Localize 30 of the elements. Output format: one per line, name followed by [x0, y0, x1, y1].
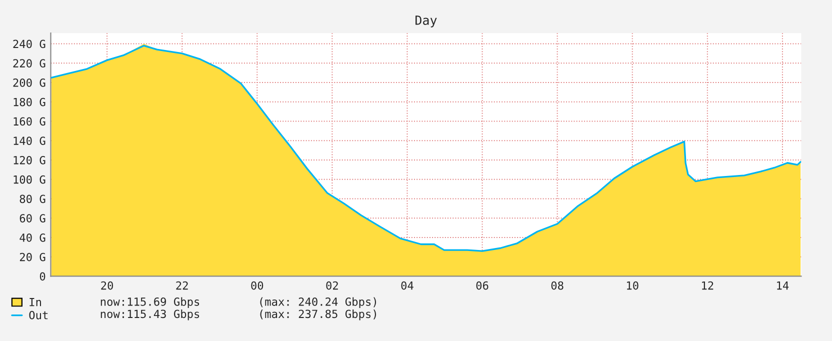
x-tick-label: 02: [326, 281, 338, 290]
chart-title: Day: [416, 16, 437, 28]
y-tick-label: 160 G: [14, 117, 46, 126]
y-tick-label: 140 G: [14, 136, 46, 146]
y-tick-label: 40 G: [20, 233, 46, 242]
x-tick-label: 06: [476, 281, 488, 290]
x-tick-label: 00: [251, 281, 264, 290]
y-tick-label: 100 G: [14, 175, 46, 184]
x-tick-label: 04: [401, 281, 414, 290]
x-tick-label: 08: [551, 281, 564, 290]
y-tick-label: 120 G: [14, 156, 46, 164]
text: now:115.43 Gbps: [100, 310, 200, 320]
y-tick-label: 0: [40, 272, 46, 281]
x-tick-label: 20: [101, 281, 114, 290]
x-tick-label: 12: [702, 281, 714, 290]
x-tick-label: 10: [627, 281, 638, 290]
legend-label: In: [30, 298, 41, 306]
text: (max: 237.85 Gbps): [260, 310, 376, 320]
y-tick-label: 20 G: [20, 252, 46, 262]
x-tick-label: 14: [777, 281, 789, 290]
x-tick-label: 22: [176, 281, 188, 290]
text: now:115.69 Gbps: [100, 297, 200, 308]
y-tick-label: 240 G: [13, 40, 46, 48]
y-tick-label: 200 G: [13, 78, 46, 87]
text: (max: 240.24 Gbps): [260, 297, 376, 308]
legend-label: Out: [29, 310, 48, 320]
y-tick-label: 60 G: [20, 214, 46, 222]
y-tick-label: 220 G: [13, 59, 46, 68]
y-tick-label: 180 G: [14, 98, 46, 106]
y-tick-label: 80 G: [20, 194, 46, 204]
